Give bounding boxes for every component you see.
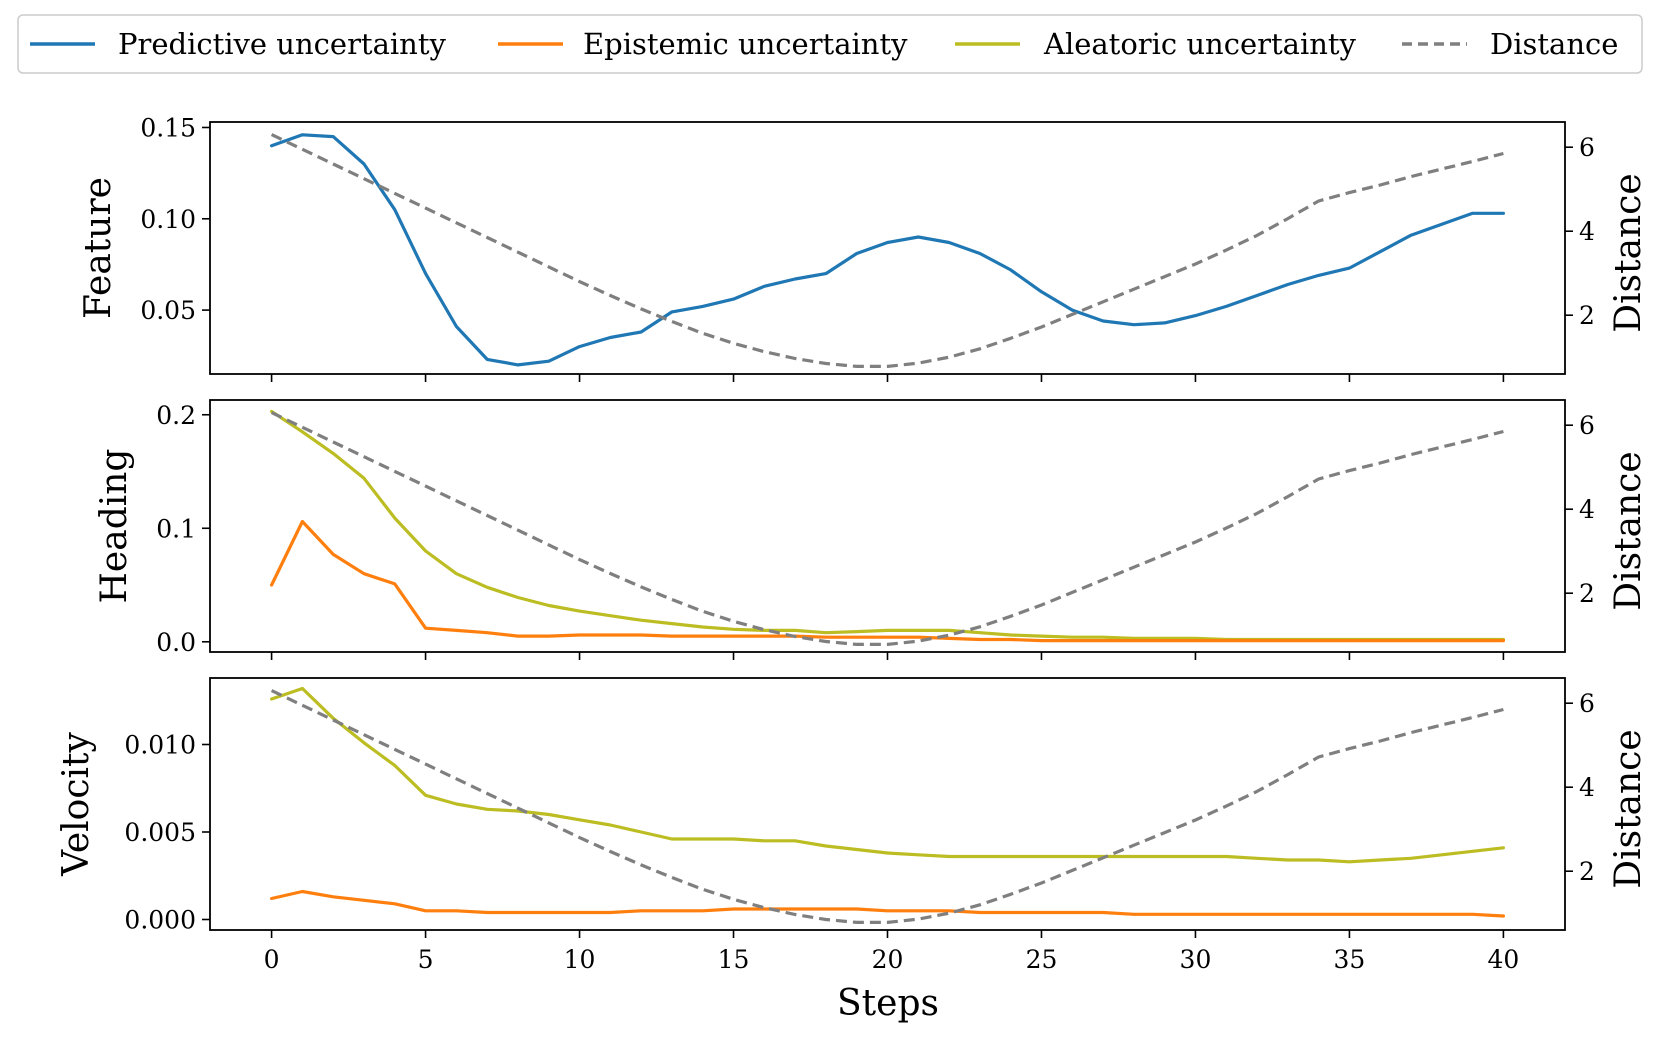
y-tick-label: 0.000 [124, 906, 196, 935]
right-ticks: 2 4 6 [1565, 411, 1595, 608]
x-tick-label: 5 [418, 945, 434, 974]
subplot-velocity: 0.000 0.005 0.010 2 4 6 0 5 10 15 20 25 30 35 40 Vel… [56, 677, 1649, 974]
y-tick-label: 0.0 [156, 628, 196, 657]
axes-frame [209, 677, 1566, 931]
legend-label-aleatoric: Aleatoric uncertainty [1043, 27, 1357, 61]
y-axis-label: Heading [94, 449, 135, 604]
right-ticks: 2 4 6 [1565, 133, 1595, 330]
right-axis-label: Distance [1608, 729, 1649, 888]
x-tick-label: 25 [1026, 945, 1058, 974]
legend-label-predictive: Predictive uncertainty [118, 27, 446, 61]
series-line-aleatoric-uncertainty [270, 686, 1506, 864]
x-ticks: 0 5 10 15 20 25 30 35 40 [264, 945, 1520, 974]
series-line-distance [270, 689, 1504, 925]
series-line-aleatoric-uncertainty [270, 409, 1506, 642]
left-ticks: 0.05 0.10 0.15 [140, 113, 210, 325]
right-tick-label: 6 [1579, 133, 1595, 162]
x-tick-label: 10 [564, 945, 596, 974]
right-ticks: 2 4 6 [1565, 689, 1595, 886]
x-tick-label: 35 [1334, 945, 1366, 974]
right-tick-label: 4 [1579, 217, 1595, 246]
right-tick-label: 6 [1579, 411, 1595, 440]
y-tick-label: 0.010 [124, 731, 196, 760]
y-axis-label: Feature [78, 177, 119, 319]
legend-frame [17, 14, 1643, 74]
legend: Predictive uncertainty Epistemic uncerta… [17, 14, 1643, 74]
right-tick-label: 2 [1579, 301, 1595, 330]
y-tick-label: 0.15 [140, 113, 196, 142]
right-tick-label: 4 [1579, 495, 1595, 524]
legend-label-epistemic: Epistemic uncertainty [583, 27, 908, 61]
plot-area [270, 686, 1506, 925]
right-tick-label: 4 [1579, 773, 1595, 802]
subplot-feature: 0.05 0.10 0.15 2 4 6 Feature Distance [78, 113, 1649, 382]
y-tick-label: 0.2 [156, 401, 196, 430]
y-tick-label: 0.10 [140, 205, 196, 234]
left-ticks: 0.0 0.1 0.2 [156, 401, 210, 657]
x-axis-label: Steps [837, 983, 939, 1024]
plot-area [270, 409, 1506, 647]
x-tick-label: 20 [872, 945, 904, 974]
right-axis-label: Distance [1608, 173, 1649, 332]
series-line-epistemic-uncertainty [270, 519, 1506, 643]
series-line-epistemic-uncertainty [270, 889, 1506, 918]
y-tick-label: 0.005 [124, 818, 196, 847]
series-line-distance [270, 411, 1504, 647]
y-axis-label: Velocity [56, 732, 97, 877]
legend-label-distance: Distance [1490, 27, 1618, 61]
left-ticks: 0.000 0.005 0.010 [124, 731, 210, 935]
right-axis-label: Distance [1608, 451, 1649, 610]
subplot-heading: 0.0 0.1 0.2 2 4 6 Heading Distance [94, 399, 1649, 660]
series-line-distance [270, 133, 1504, 368]
axes-frame [209, 399, 1566, 653]
plot-area [270, 133, 1506, 368]
series-line-predictive-uncertainty [270, 133, 1506, 367]
x-tick-label: 30 [1180, 945, 1212, 974]
right-tick-label: 6 [1579, 689, 1595, 718]
x-tick-label: 40 [1488, 945, 1520, 974]
y-tick-label: 0.05 [140, 296, 196, 325]
x-tick-label: 15 [718, 945, 750, 974]
right-tick-label: 2 [1579, 857, 1595, 886]
x-tick-label: 0 [264, 945, 280, 974]
y-tick-label: 0.1 [156, 514, 196, 543]
right-tick-label: 2 [1579, 579, 1595, 608]
